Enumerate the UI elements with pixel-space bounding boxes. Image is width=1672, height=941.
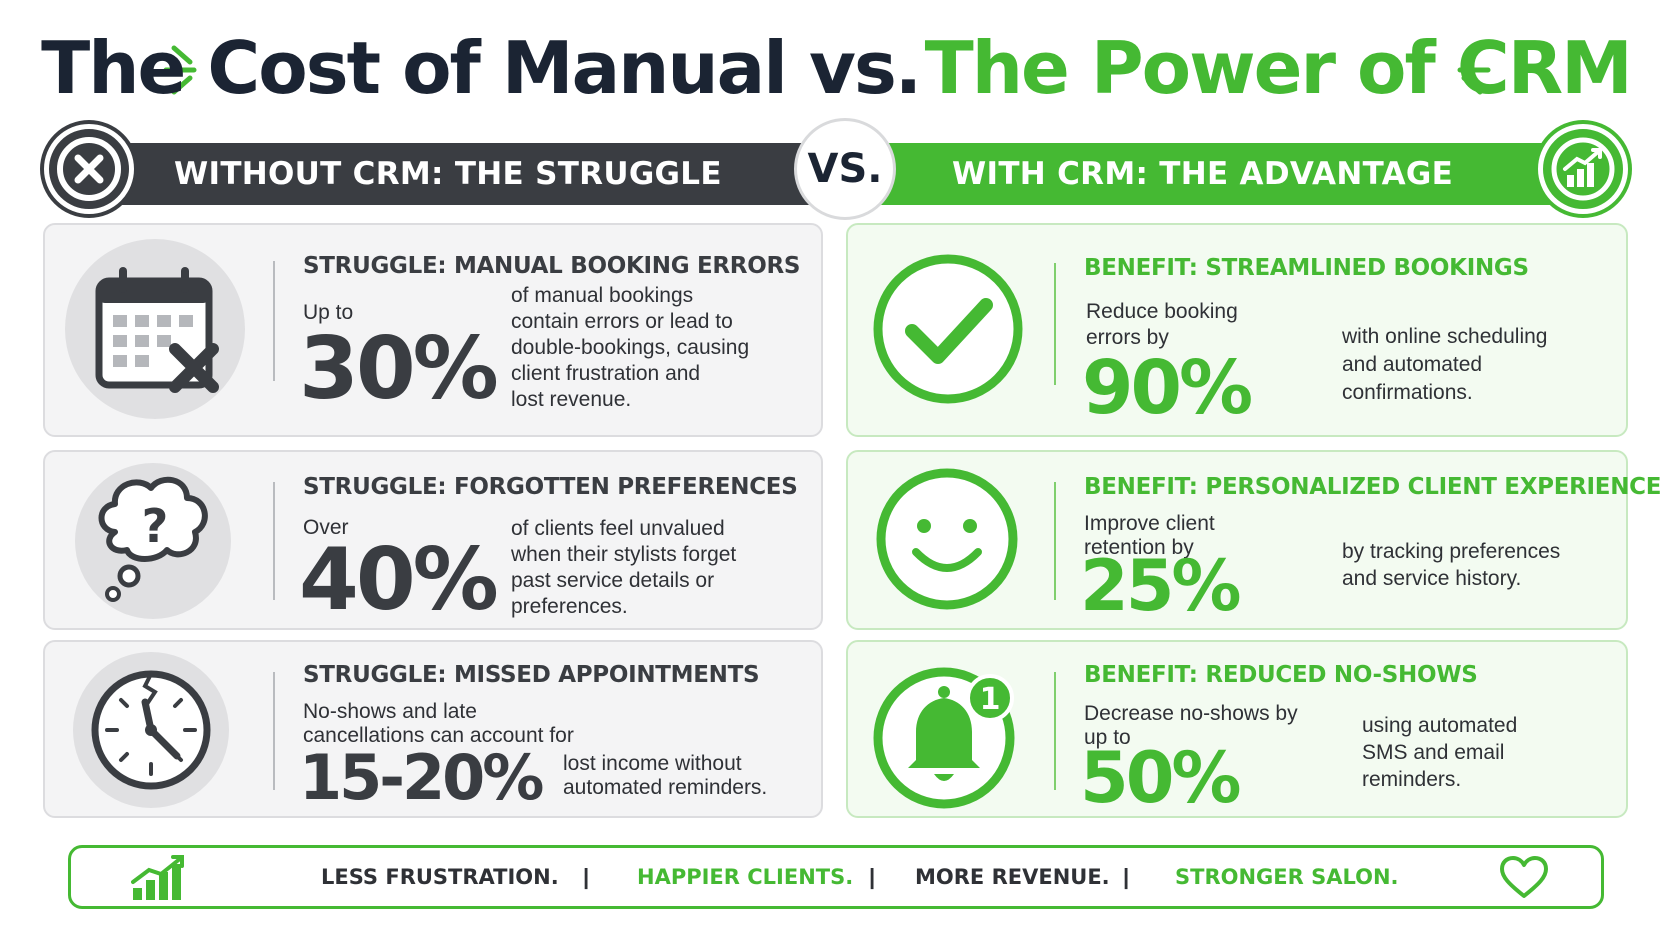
card-title: STRUGGLE: MANUAL BOOKING ERRORS xyxy=(303,253,801,279)
growth-chart-icon xyxy=(1538,124,1628,214)
calendar-x-icon xyxy=(95,267,219,393)
card-title: BENEFIT: REDUCED NO-SHOWS xyxy=(1084,662,1478,688)
title-part-crm: The Power of CRM xyxy=(924,26,1633,110)
struggle-card-missed-appointments: STRUGGLE: MISSED APPOINTMENTS No-shows a… xyxy=(43,640,823,818)
right-burst-icon xyxy=(1457,45,1491,95)
card-title: STRUGGLE: MISSED APPOINTMENTS xyxy=(303,662,760,688)
stat-description: lost income without automated reminders. xyxy=(563,752,768,799)
checkmark-circle-icon xyxy=(873,254,1023,404)
stat-description: with online scheduling and automated con… xyxy=(1342,325,1548,404)
footer-more-revenue: MORE REVENUE. xyxy=(915,865,1110,889)
card-title: STRUGGLE: FORGOTTEN PREFERENCES xyxy=(303,474,798,500)
footer-separator: | xyxy=(1123,864,1130,889)
page-title: The Cost of Manual vs. The Power of CRM xyxy=(0,28,1672,108)
stat-value: 15-20% xyxy=(299,741,544,814)
card-title: BENEFIT: PERSONALIZED CLIENT EXPERIENCE xyxy=(1084,474,1662,500)
vs-badge: VS. xyxy=(794,118,896,220)
with-crm-label: WITH CRM: THE ADVANTAGE xyxy=(952,156,1454,192)
stat-prefix: Reduce booking errors by xyxy=(1086,300,1238,349)
stat-value: 30% xyxy=(299,319,499,419)
struggle-card-forgotten-preferences: ? STRUGGLE: FORGOTTEN PREFERENCES Over 4… xyxy=(43,450,823,630)
stat-prefix: No-shows and late cancellations can acco… xyxy=(303,700,574,747)
benefit-card-reduced-no-shows: 1 BENEFIT: REDUCED NO-SHOWS Decrease no-… xyxy=(846,640,1628,818)
stat-description: of clients feel unvalued when their styl… xyxy=(511,517,737,618)
x-close-icon xyxy=(44,124,134,214)
notification-badge: 1 xyxy=(980,682,1001,717)
stat-value: 90% xyxy=(1082,345,1253,431)
stat-value: 50% xyxy=(1080,737,1242,819)
heart-icon xyxy=(1500,856,1548,898)
without-crm-label: WITHOUT CRM: THE STRUGGLE xyxy=(174,156,722,192)
footer-separator: | xyxy=(583,864,590,889)
footer-banner: LESS FRUSTRATION. | HAPPIER CLIENTS. | M… xyxy=(68,845,1604,909)
stat-description: using automated SMS and email reminders. xyxy=(1362,714,1518,791)
struggle-card-booking-errors: STRUGGLE: MANUAL BOOKING ERRORS Up to 30… xyxy=(43,223,823,437)
broken-clock-icon xyxy=(91,670,211,790)
stat-description: of manual bookings contain errors or lea… xyxy=(511,284,750,411)
stat-prefix: Over xyxy=(303,516,349,539)
title-part-manual: The Cost of Manual vs. xyxy=(41,26,922,110)
stat-description: by tracking preferences and service hist… xyxy=(1342,540,1561,590)
card-title: BENEFIT: STREAMLINED BOOKINGS xyxy=(1084,255,1529,281)
benefit-card-personalized-experience: BENEFIT: PERSONALIZED CLIENT EXPERIENCE … xyxy=(846,450,1661,630)
stat-value: 25% xyxy=(1080,545,1242,627)
stat-value: 40% xyxy=(299,530,499,630)
footer-less-frustration: LESS FRUSTRATION. xyxy=(321,865,559,889)
benefit-card-streamlined-bookings: BENEFIT: STREAMLINED BOOKINGS Reduce boo… xyxy=(846,223,1628,437)
smiley-face-icon xyxy=(876,468,1018,610)
svg-text:?: ? xyxy=(142,499,169,553)
footer-separator: | xyxy=(869,864,876,889)
without-crm-header: WITHOUT CRM: THE STRUGGLE xyxy=(50,143,830,205)
thought-question-icon: ? xyxy=(98,476,208,602)
stat-prefix: Decrease no-shows by up to xyxy=(1084,702,1298,749)
left-burst-icon xyxy=(163,45,197,95)
stat-prefix: Improve client retention by xyxy=(1084,512,1215,559)
bar-chart-growth-icon xyxy=(131,855,184,900)
bell-notification-icon: 1 xyxy=(873,667,1015,809)
footer-stronger-salon: STRONGER SALON. xyxy=(1175,865,1399,889)
footer-happier-clients: HAPPIER CLIENTS. xyxy=(637,865,854,889)
with-crm-header: WITH CRM: THE ADVANTAGE xyxy=(842,143,1622,205)
stat-prefix: Up to xyxy=(303,301,354,324)
